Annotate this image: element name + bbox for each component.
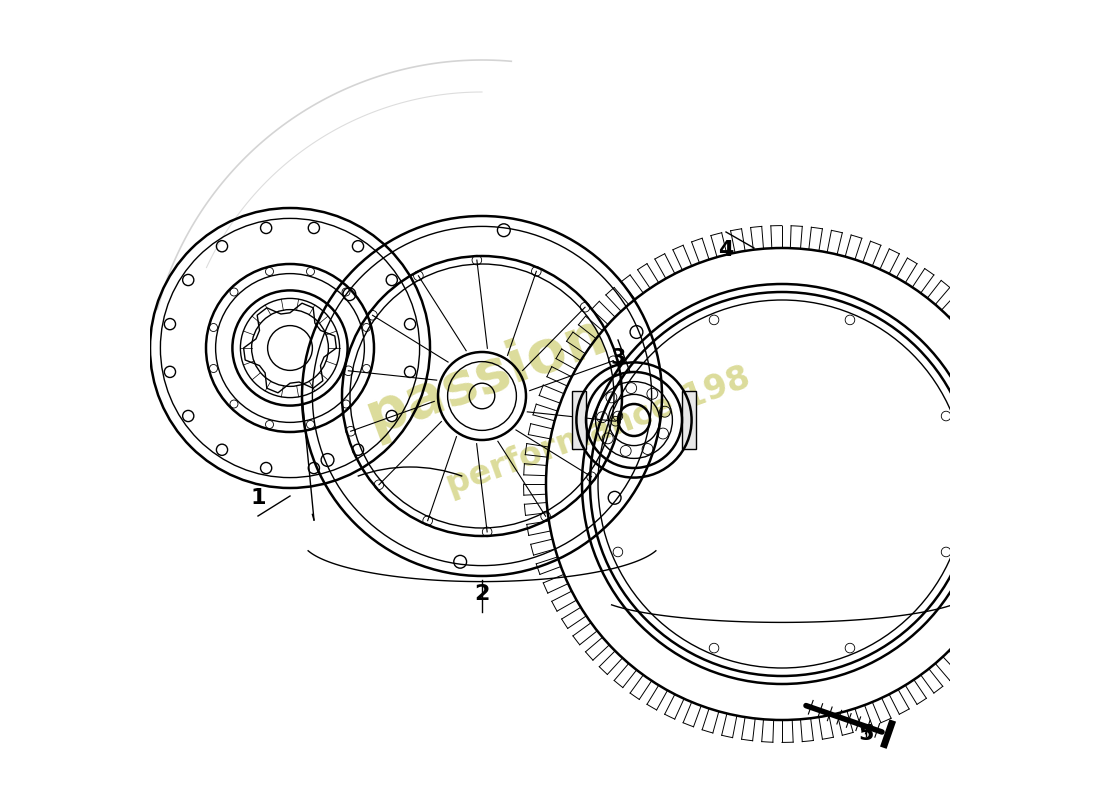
- Text: 3: 3: [610, 348, 626, 368]
- Text: 2: 2: [474, 584, 490, 604]
- Bar: [682, 391, 696, 449]
- Text: 4: 4: [718, 240, 734, 260]
- Text: 5: 5: [858, 724, 873, 744]
- Bar: [572, 391, 586, 449]
- Text: 1: 1: [251, 488, 266, 508]
- Text: performance 198: performance 198: [441, 362, 755, 502]
- Text: passion: passion: [358, 306, 614, 446]
